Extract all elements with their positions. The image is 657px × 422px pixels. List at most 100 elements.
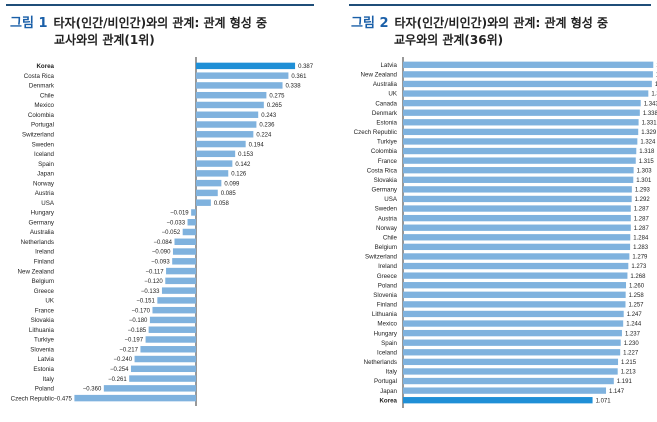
fig1-category-label: Costa Rica bbox=[24, 73, 55, 80]
fig2-bar-greece bbox=[403, 272, 628, 279]
fig1-category-label: Mexico bbox=[34, 102, 54, 109]
fig1-value-label: 0.224 bbox=[256, 132, 272, 138]
fig2-bar-belgium bbox=[403, 243, 631, 251]
fig1-bar-new-zealand bbox=[166, 267, 196, 275]
fig1-category-label: New Zealand bbox=[18, 268, 55, 275]
fig1-value-label: 0.153 bbox=[238, 152, 254, 158]
fig1-value-label: −0.090 bbox=[152, 250, 171, 256]
fig2-value-label: 1.287 bbox=[634, 226, 650, 232]
fig1-category-label: Norway bbox=[33, 180, 55, 187]
fig1-category-label: Denmark bbox=[29, 83, 55, 90]
fig1-value-label: −0.197 bbox=[125, 338, 144, 344]
fig2-category-label: UK bbox=[388, 91, 397, 98]
fig1-bar-poland bbox=[103, 385, 196, 392]
fig1-value-label: 0.085 bbox=[221, 191, 237, 197]
fig2-category-label: Germany bbox=[372, 187, 398, 194]
fig1-value-label: −0.261 bbox=[108, 377, 127, 383]
fig2-category-label: New Zealand bbox=[361, 72, 398, 79]
fig2-value-label: 1.292 bbox=[635, 197, 651, 203]
fig1-value-label: −0.033 bbox=[167, 220, 186, 226]
fig2-category-label: Austria bbox=[378, 215, 398, 222]
fig1-value-label: −0.019 bbox=[170, 211, 189, 217]
fig2-category-label: Slovenia bbox=[373, 292, 397, 299]
figure-1-title: 그림 1 타자(인간/비인간)와의 관계: 관계 형성 중 교사와의 관계(1위) bbox=[10, 13, 267, 49]
fig2-bar-chile bbox=[403, 234, 631, 241]
fig2-category-label: Lithuania bbox=[372, 311, 398, 318]
fig1-category-label: Lithuania bbox=[29, 327, 55, 334]
fig1-bar-sweden bbox=[196, 140, 246, 148]
fig1-value-label: 0.194 bbox=[249, 142, 265, 148]
fig2-category-label: Greece bbox=[377, 273, 398, 280]
fig2-value-label: 1.315 bbox=[639, 159, 655, 165]
fig1-value-label: 0.361 bbox=[291, 74, 307, 80]
fig2-value-label: 1.331 bbox=[642, 120, 657, 126]
fig1-value-label: 0.142 bbox=[235, 162, 251, 168]
fig2-category-label: France bbox=[378, 158, 398, 165]
fig2-value-label: 1.406 bbox=[655, 82, 657, 88]
fig2-value-label: 1.260 bbox=[629, 283, 645, 289]
fig1-category-label: Austria bbox=[35, 190, 55, 197]
fig2-category-label: Sweden bbox=[375, 206, 398, 213]
fig2-bar-netherlands bbox=[403, 358, 619, 366]
fig1-bar-korea bbox=[196, 62, 296, 70]
fig2-bar-canada bbox=[403, 99, 641, 107]
fig2-bar-costa-rica bbox=[403, 167, 634, 174]
figure-2-title-line1: 타자(인간/비인간)와의 관계: 관계 형성 중 bbox=[394, 16, 609, 30]
fig2-bar-usa bbox=[403, 195, 632, 203]
fig2-value-label: 1.301 bbox=[636, 178, 652, 184]
fig1-value-label: −0.475 bbox=[53, 396, 72, 402]
fig2-category-label: Denmark bbox=[372, 110, 398, 117]
fig1-bar-latvia bbox=[134, 355, 196, 363]
fig2-category-label: Chile bbox=[383, 234, 398, 241]
fig2-bar-slovenia bbox=[403, 291, 626, 298]
fig2-category-label: Iceland bbox=[377, 349, 398, 356]
fig1-bar-japan bbox=[196, 170, 229, 177]
fig1-bar-lithuania bbox=[148, 326, 196, 333]
fig1-category-label: Germany bbox=[29, 219, 55, 226]
fig1-category-label: Korea bbox=[36, 63, 54, 70]
fig1-category-label: Slovakia bbox=[31, 317, 55, 324]
fig1-bar-greece bbox=[161, 287, 196, 294]
fig2-value-label: 1.284 bbox=[633, 235, 649, 241]
fig2-value-label: 1.318 bbox=[639, 149, 655, 155]
fig2-bar-estonia bbox=[403, 119, 639, 126]
fig1-bar-slovakia bbox=[149, 316, 196, 324]
fig1-bar-slovenia bbox=[140, 346, 196, 353]
fig2-bar-slovakia bbox=[403, 176, 634, 183]
fig2-bar-uk bbox=[403, 90, 649, 97]
fig2-category-label: Estonia bbox=[376, 119, 397, 126]
fig2-category-label: Netherlands bbox=[364, 359, 397, 366]
fig2-bar-germany bbox=[403, 186, 632, 193]
fig2-bar-turkiye bbox=[403, 138, 638, 145]
fig2-category-label: Japan bbox=[380, 388, 397, 395]
fig2-category-label: Belgium bbox=[375, 244, 397, 251]
fig2-bar-australia bbox=[403, 80, 652, 88]
fig2-value-label: 1.247 bbox=[627, 312, 643, 318]
fig2-category-label: Latvia bbox=[380, 62, 397, 69]
fig2-bar-hungary bbox=[403, 329, 622, 337]
fig2-bar-japan bbox=[403, 387, 607, 394]
fig1-value-label: −0.133 bbox=[141, 289, 160, 295]
figure-1-title-line2: 교사와의 관계(1위) bbox=[54, 33, 155, 47]
fig1-category-label: Latvia bbox=[37, 356, 54, 363]
fig2-category-label: Norway bbox=[376, 225, 398, 232]
fig2-bar-spain bbox=[403, 339, 621, 346]
fig1-category-label: Italy bbox=[43, 376, 55, 383]
fig1-category-label: Japan bbox=[37, 171, 54, 178]
fig1-value-label: 0.126 bbox=[231, 172, 247, 178]
fig2-category-label: Korea bbox=[379, 397, 397, 404]
fig1-category-label: Czech Republic bbox=[11, 395, 54, 402]
fig2-bar-finland bbox=[403, 301, 626, 308]
fig1-value-label: 0.236 bbox=[259, 123, 275, 129]
fig2-bar-norway bbox=[403, 224, 631, 231]
fig1-bar-switzerland bbox=[196, 131, 254, 138]
fig1-value-label: −0.217 bbox=[119, 347, 138, 353]
fig1-bar-colombia bbox=[196, 111, 259, 118]
fig1-category-label: Sweden bbox=[32, 141, 55, 148]
fig1-value-label: −0.120 bbox=[144, 279, 163, 285]
fig2-bar-czech-republic bbox=[403, 128, 639, 136]
fig2-category-label: Ireland bbox=[378, 263, 397, 270]
fig1-category-label: Finland bbox=[34, 259, 55, 266]
fig1-value-label: −0.170 bbox=[131, 308, 150, 314]
fig2-value-label: 1.258 bbox=[629, 293, 645, 299]
